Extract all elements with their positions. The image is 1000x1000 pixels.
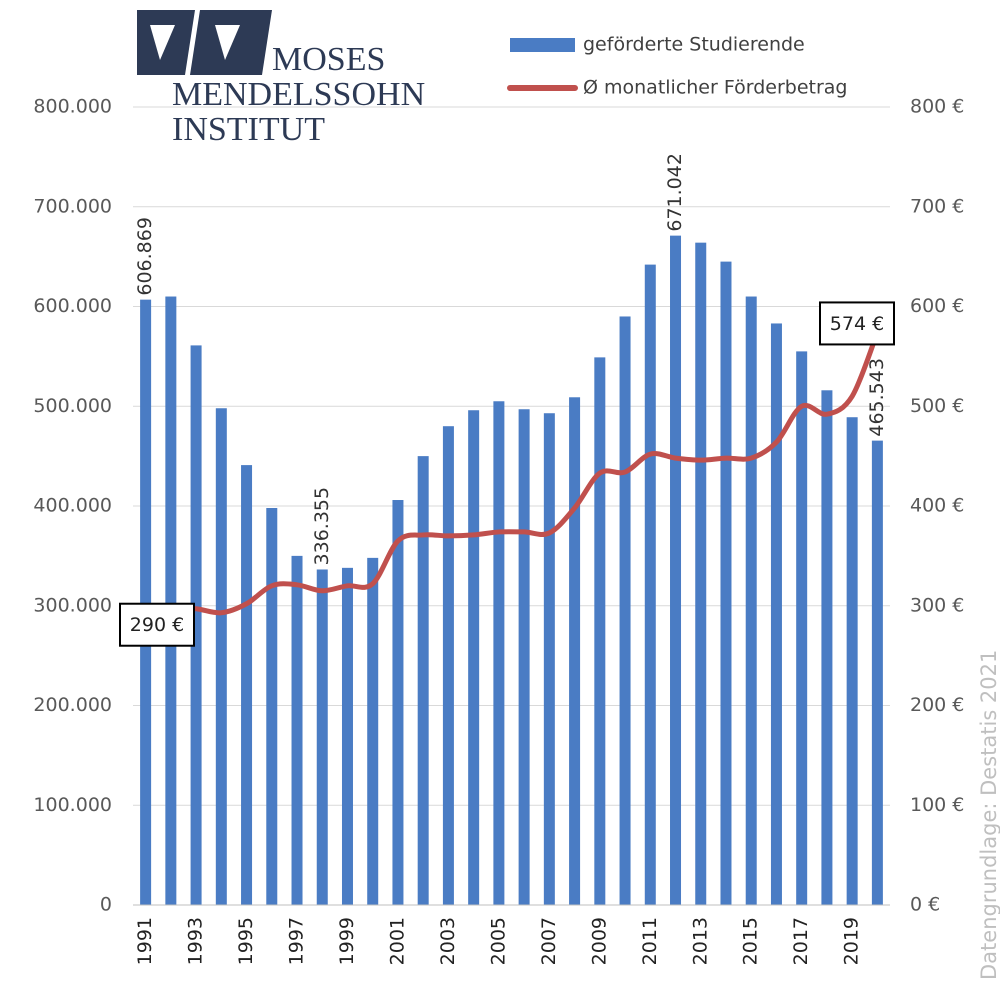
bar — [670, 235, 682, 905]
line-label-box — [819, 301, 895, 346]
bar — [644, 264, 656, 906]
line-value-label: 574 € — [830, 313, 884, 335]
bar — [392, 500, 404, 905]
x-tick-label: 2019 — [841, 917, 863, 965]
bar — [569, 397, 581, 905]
y2-tick-label: 700 € — [910, 195, 964, 217]
y2-tick-label: 0 € — [910, 894, 940, 916]
bar — [291, 555, 303, 905]
y-tick-label: 0 — [100, 894, 112, 916]
bar-value-label: 465.543 — [866, 358, 888, 437]
y2-tick-label: 600 € — [910, 295, 964, 317]
x-tick-label: 1997 — [286, 917, 308, 965]
bar — [417, 456, 429, 905]
bar — [871, 440, 883, 905]
y-tick-label: 700.000 — [33, 195, 112, 217]
y-tick-label: 200.000 — [33, 694, 112, 716]
legend-label: Ø monatlicher Förderbetrag — [583, 77, 847, 99]
y-tick-label: 500.000 — [33, 395, 112, 417]
y2-tick-label: 800 € — [910, 96, 964, 118]
x-tick-label: 1995 — [235, 917, 257, 965]
bar — [241, 465, 253, 905]
line-value-label: 290 € — [130, 614, 184, 636]
x-tick-label: 2011 — [639, 917, 661, 965]
y2-tick-label: 500 € — [910, 395, 964, 417]
line-label-box — [119, 602, 195, 647]
bar — [468, 410, 480, 905]
x-tick-label: 2009 — [588, 917, 610, 965]
y-tick-label: 600.000 — [33, 295, 112, 317]
bar — [493, 401, 505, 905]
bar — [745, 296, 757, 905]
bar-value-label: 606.869 — [134, 217, 156, 296]
bar-value-label: 336.355 — [311, 487, 333, 566]
bar — [165, 296, 177, 905]
bar — [215, 408, 227, 905]
x-tick-label: 1993 — [185, 917, 207, 965]
legend-swatch — [510, 38, 575, 52]
bar — [594, 357, 606, 905]
bar-value-label: 671.042 — [664, 153, 686, 232]
bar — [140, 299, 152, 905]
x-tick-label: 1999 — [336, 917, 358, 965]
x-tick-label: 2017 — [790, 917, 812, 965]
y-tick-label: 800.000 — [33, 96, 112, 118]
y-tick-label: 400.000 — [33, 495, 112, 517]
bar — [543, 413, 555, 905]
x-tick-label: 2013 — [689, 917, 711, 965]
x-tick-label: 2005 — [487, 917, 509, 965]
bar — [770, 323, 782, 905]
bar — [619, 316, 631, 906]
bar — [442, 426, 454, 905]
x-tick-label: 2015 — [740, 917, 762, 965]
bar — [367, 557, 379, 905]
y2-tick-label: 200 € — [910, 694, 964, 716]
bar — [190, 345, 202, 906]
y2-tick-label: 400 € — [910, 495, 964, 517]
logo-mark — [137, 10, 272, 75]
bar — [821, 390, 833, 905]
line — [143, 329, 880, 619]
x-tick-label: 2007 — [538, 917, 560, 965]
source: Datengrundlage: Destatis 2021 — [977, 650, 1000, 980]
x-tick-label: 2003 — [437, 917, 459, 965]
bar — [341, 567, 353, 905]
logo-text: INSTITUT — [172, 111, 325, 148]
x-tick-label: 1991 — [134, 917, 156, 965]
bar — [796, 351, 808, 905]
bar — [846, 417, 858, 905]
bar — [266, 507, 278, 905]
x-tick-label: 2001 — [386, 917, 408, 965]
bar — [316, 569, 328, 905]
logo-text: MOSES — [272, 41, 385, 78]
y2-tick-label: 100 € — [910, 794, 964, 816]
bar — [518, 409, 530, 905]
y-tick-label: 100.000 — [33, 794, 112, 816]
legend-label: geförderte Studierende — [583, 34, 805, 56]
bar — [720, 261, 732, 905]
y-tick-label: 300.000 — [33, 594, 112, 616]
y2-tick-label: 300 € — [910, 594, 964, 616]
bar — [695, 242, 707, 905]
